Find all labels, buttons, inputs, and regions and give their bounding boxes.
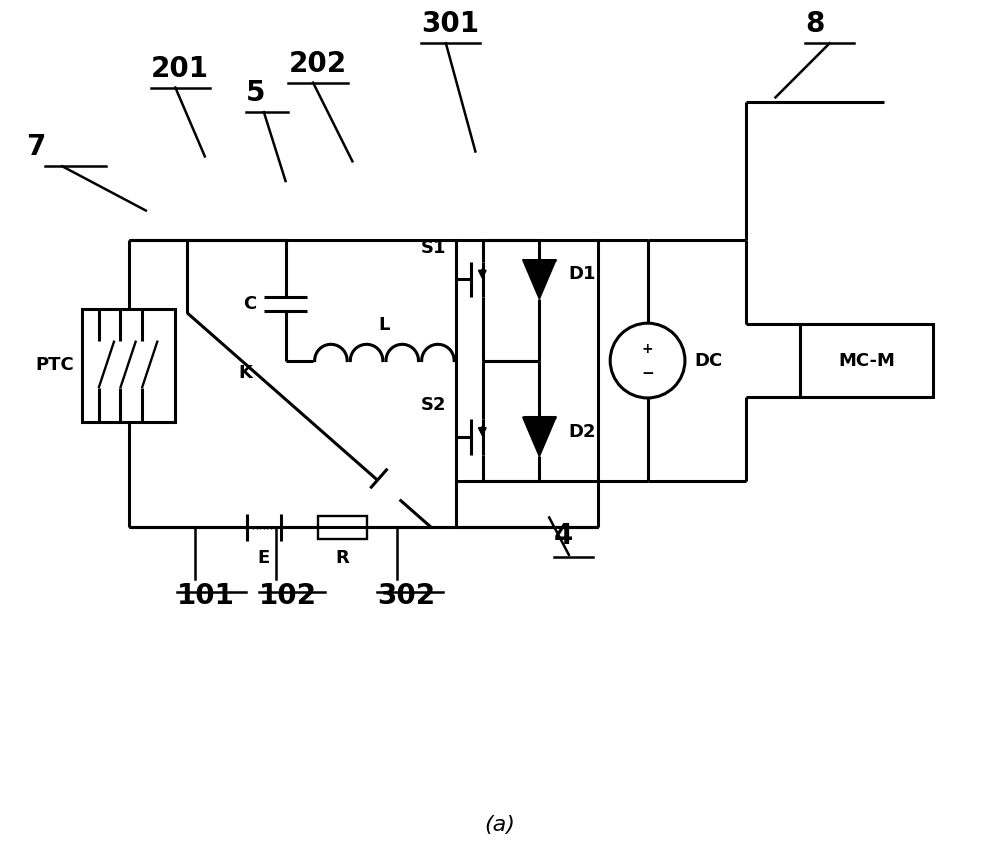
Text: 4: 4: [554, 522, 573, 550]
Text: 8: 8: [805, 10, 824, 38]
Polygon shape: [523, 417, 556, 456]
Text: 302: 302: [377, 582, 435, 610]
Text: C: C: [243, 295, 256, 313]
Text: 102: 102: [259, 582, 317, 610]
Text: 301: 301: [421, 10, 479, 38]
Text: MC-M: MC-M: [838, 352, 895, 370]
Text: R: R: [336, 549, 349, 567]
Text: 101: 101: [177, 582, 235, 610]
Text: (a): (a): [485, 816, 515, 835]
Bar: [456, 240, 598, 481]
Text: DC: DC: [695, 352, 723, 370]
Polygon shape: [523, 260, 556, 299]
Text: L: L: [379, 316, 390, 334]
Text: 202: 202: [288, 50, 347, 78]
Bar: [82, 309, 175, 422]
Text: K: K: [238, 364, 252, 382]
Text: 201: 201: [151, 54, 209, 83]
Text: 5: 5: [246, 79, 266, 107]
Text: E: E: [258, 549, 270, 567]
Text: D1: D1: [569, 265, 596, 283]
Text: −: −: [641, 365, 654, 381]
Text: PTC: PTC: [35, 357, 74, 374]
Text: 7: 7: [26, 133, 45, 162]
Text: S1: S1: [420, 238, 446, 257]
Text: D2: D2: [569, 422, 596, 441]
Bar: [318, 516, 367, 539]
Text: S2: S2: [420, 397, 446, 414]
Bar: [800, 324, 933, 397]
Text: +: +: [642, 342, 653, 356]
